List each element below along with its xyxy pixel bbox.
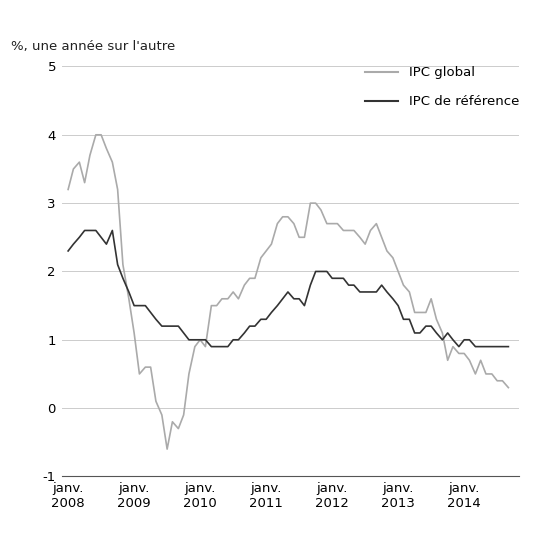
Legend: IPC global, IPC de référence: IPC global, IPC de référence — [365, 66, 519, 109]
Text: %, une année sur l'autre: %, une année sur l'autre — [11, 40, 175, 53]
